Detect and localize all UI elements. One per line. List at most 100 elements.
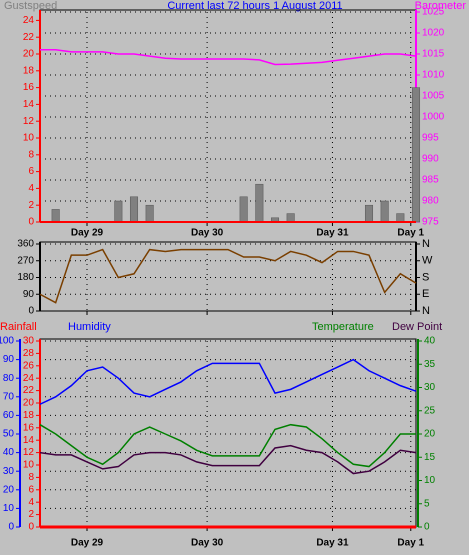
series-line bbox=[40, 49, 417, 66]
y-tick-label: 270 bbox=[17, 255, 34, 266]
y-tick-label: 10 bbox=[3, 503, 15, 514]
y-tick-label: 30 bbox=[3, 466, 15, 477]
y-tick-label: 995 bbox=[422, 133, 439, 144]
x-tick-label: Day 30 bbox=[191, 228, 224, 239]
y-tick-label: 180 bbox=[17, 272, 34, 283]
y-tick-label: 14 bbox=[23, 99, 35, 110]
y-tick-label: 2 bbox=[28, 200, 34, 211]
y-tick-label: E bbox=[422, 288, 429, 300]
y-tick-label: 1000 bbox=[422, 112, 445, 123]
legend-label: Barometer bbox=[415, 0, 467, 12]
y-tick-label: 1015 bbox=[422, 49, 445, 60]
y-tick-label: 5 bbox=[424, 498, 430, 509]
chart-title: Current last 72 hours 1 August 2011 bbox=[167, 0, 342, 12]
bar bbox=[239, 196, 248, 223]
y-tick-label: 18 bbox=[23, 65, 35, 76]
series-line bbox=[39, 423, 416, 468]
y-tick-label: 20 bbox=[23, 49, 35, 60]
bar bbox=[411, 87, 421, 223]
y-tick-label: 12 bbox=[23, 116, 35, 127]
series-line bbox=[39, 248, 417, 304]
series-line bbox=[39, 358, 417, 405]
y-tick-label: 22 bbox=[23, 385, 35, 396]
y-tick-label: 8 bbox=[28, 472, 34, 483]
bar bbox=[286, 213, 295, 223]
y-tick-label: 15 bbox=[424, 452, 436, 463]
y-tick-label: 80 bbox=[3, 373, 15, 384]
bar bbox=[145, 204, 154, 223]
y-tick-label: 0 bbox=[28, 217, 34, 228]
y-tick-label: 12 bbox=[23, 447, 35, 458]
legend-label: Temperature bbox=[312, 321, 374, 333]
y-tick-label: 16 bbox=[23, 422, 35, 433]
y-tick-label: 24 bbox=[23, 373, 35, 384]
y-tick-label: 0 bbox=[28, 522, 34, 533]
y-tick-label: 20 bbox=[424, 429, 436, 440]
y-tick-label: 26 bbox=[23, 360, 35, 371]
y-tick-label: 360 bbox=[17, 239, 34, 250]
plot-frame bbox=[39, 9, 417, 223]
legend-label: Dew Point bbox=[392, 321, 442, 333]
y-tick-label: 990 bbox=[422, 154, 439, 165]
y-tick-label: 16 bbox=[23, 82, 35, 93]
y-tick-label: N bbox=[422, 238, 430, 250]
bar bbox=[255, 183, 264, 223]
y-tick-label: 10 bbox=[23, 133, 35, 144]
y-tick-label: 1005 bbox=[422, 91, 445, 102]
y-tick-label: 1025 bbox=[422, 7, 445, 18]
bar bbox=[51, 209, 60, 223]
y-tick-label: 0 bbox=[28, 306, 34, 317]
y-tick-label: 90 bbox=[3, 354, 15, 365]
y-tick-label: 10 bbox=[424, 475, 436, 486]
bar bbox=[380, 200, 389, 223]
y-tick-label: 1010 bbox=[422, 70, 445, 81]
y-tick-label: N bbox=[422, 305, 430, 317]
x-tick-label: Day 29 bbox=[71, 228, 104, 239]
y-tick-label: 975 bbox=[422, 217, 439, 228]
y-tick-label: 20 bbox=[3, 484, 15, 495]
y-tick-label: 40 bbox=[424, 336, 436, 347]
y-tick-label: 1020 bbox=[422, 28, 445, 39]
y-tick-label: 70 bbox=[3, 391, 15, 402]
y-tick-label: 24 bbox=[23, 15, 35, 26]
y-tick-label: 6 bbox=[28, 166, 34, 177]
y-tick-label: 8 bbox=[28, 149, 34, 160]
y-tick-label: 28 bbox=[23, 348, 35, 359]
y-tick-label: 0 bbox=[424, 522, 430, 533]
y-tick-label: 2 bbox=[28, 509, 34, 520]
y-tick-label: 60 bbox=[3, 410, 15, 421]
y-tick-label: 985 bbox=[422, 175, 439, 186]
x-tick-label: Day 1 bbox=[397, 538, 424, 549]
y-tick-label: 30 bbox=[23, 336, 35, 347]
y-tick-label: 6 bbox=[28, 484, 34, 495]
x-tick-label: Day 31 bbox=[316, 538, 349, 549]
y-tick-label: 14 bbox=[23, 435, 35, 446]
y-tick-label: 4 bbox=[28, 183, 34, 194]
y-tick-label: 40 bbox=[3, 447, 15, 458]
y-tick-label: 0 bbox=[8, 522, 14, 533]
x-tick-label: Day 1 bbox=[397, 228, 424, 239]
series-line bbox=[39, 444, 417, 475]
legend-label: Gustspeed bbox=[4, 0, 57, 12]
y-tick-label: 980 bbox=[422, 196, 439, 207]
y-tick-label: 22 bbox=[23, 32, 35, 43]
y-tick-label: 50 bbox=[3, 429, 15, 440]
y-tick-label: 30 bbox=[424, 382, 436, 393]
bar bbox=[114, 200, 123, 223]
y-tick-label: W bbox=[422, 255, 433, 267]
y-tick-label: 90 bbox=[23, 289, 35, 300]
y-tick-label: S bbox=[422, 271, 429, 283]
y-tick-label: 4 bbox=[28, 497, 34, 508]
x-tick-label: Day 29 bbox=[71, 538, 104, 549]
bar bbox=[396, 213, 405, 223]
y-tick-label: 10 bbox=[23, 460, 35, 471]
x-tick-label: Day 31 bbox=[316, 228, 349, 239]
x-tick-label: Day 30 bbox=[191, 538, 224, 549]
bar bbox=[364, 204, 374, 223]
legend-label: Rainfall bbox=[0, 321, 37, 333]
y-tick-label: 35 bbox=[424, 359, 436, 370]
legend-label: Humidity bbox=[68, 321, 111, 333]
y-tick-label: 20 bbox=[23, 398, 35, 409]
plot-frame bbox=[39, 338, 417, 528]
